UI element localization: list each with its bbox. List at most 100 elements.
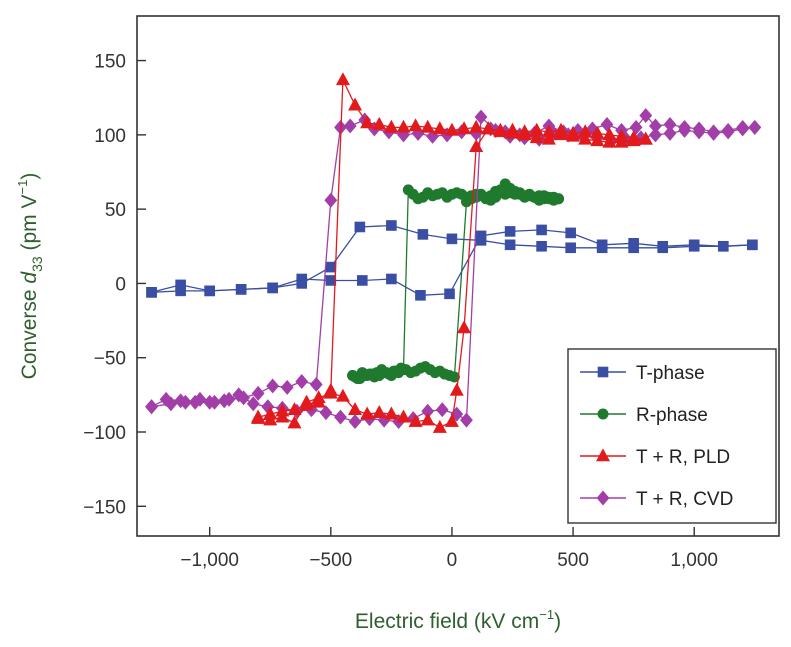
series-3-point — [420, 119, 435, 133]
series-3-point — [578, 124, 593, 138]
x-tick-label: 500 — [557, 550, 589, 571]
series-3-point — [626, 130, 641, 144]
series-4-point — [208, 394, 221, 410]
series-4-point — [309, 376, 323, 392]
series-3-point — [323, 382, 338, 396]
series-4-point — [663, 125, 677, 141]
series-2-point — [347, 370, 359, 382]
series-4-point — [474, 109, 488, 125]
series-3-point — [529, 130, 544, 144]
y-tick-label: 150 — [94, 52, 126, 73]
series-1-point — [354, 221, 366, 233]
series-4-point — [663, 116, 677, 132]
series-4-point — [295, 374, 309, 389]
series-3-point — [251, 409, 266, 423]
series-1-point — [417, 229, 429, 240]
series-3-point — [408, 118, 423, 132]
series-4-point — [179, 394, 192, 410]
series-4-point — [251, 385, 265, 401]
series-4-point — [435, 402, 449, 418]
series-1-point — [504, 226, 516, 237]
series-1-point — [688, 240, 700, 252]
series-1-point — [717, 240, 729, 252]
series-3-point — [517, 124, 532, 138]
series-3-point — [311, 394, 326, 408]
series-3-point — [372, 116, 387, 130]
series-3-point — [384, 406, 399, 420]
series-4-point — [678, 119, 691, 135]
legend-label: T-phase — [636, 363, 705, 384]
series-3-point — [348, 402, 363, 416]
series-2-line-2 — [352, 188, 559, 380]
series-1 — [146, 220, 758, 301]
series-3-point — [602, 127, 617, 141]
series-3-point — [541, 131, 556, 145]
series-4-point — [721, 122, 735, 138]
series-4-point — [649, 127, 662, 143]
x-tick-label: −500 — [309, 550, 352, 571]
series-1-point — [325, 261, 337, 273]
series-3-point — [396, 409, 411, 423]
series-1-point — [444, 288, 455, 300]
series-1-point — [596, 242, 608, 254]
series-3-point — [287, 415, 302, 429]
series-4-point — [164, 396, 178, 412]
legend-marker — [596, 490, 610, 506]
legend-marker — [595, 448, 611, 462]
series-3-point — [638, 131, 653, 145]
series-3-point — [481, 121, 496, 135]
series-1-point — [475, 235, 487, 246]
series-3-point — [602, 134, 617, 148]
series-1-point — [536, 224, 547, 236]
series-4-point — [736, 119, 750, 135]
y-tick-label: −150 — [83, 497, 126, 518]
series-3-point — [578, 131, 593, 145]
series-1-point — [536, 240, 547, 252]
x-axis-title: Electric field (kV cm−1) — [355, 607, 561, 633]
series-4-point — [639, 108, 653, 124]
series-1-point — [235, 284, 247, 295]
series-1-point — [204, 285, 215, 297]
series-2-point — [448, 371, 460, 383]
series-1-point — [565, 227, 576, 239]
x-tick-label: 0 — [447, 550, 458, 571]
series-3-point — [590, 125, 605, 139]
series-4-point — [280, 379, 294, 395]
series-1-point — [386, 273, 397, 285]
series-2-line-1 — [352, 182, 559, 380]
series-3-point — [553, 122, 568, 136]
series-4-point — [334, 409, 347, 425]
series-1-point — [146, 287, 157, 298]
series-3-point — [449, 382, 464, 396]
series-3-point — [408, 413, 423, 427]
series-layer — [145, 72, 762, 433]
y-tick-label: 0 — [115, 274, 126, 295]
series-4-point — [748, 119, 762, 135]
series-3-point — [348, 97, 363, 111]
series-3 — [251, 72, 653, 433]
x-tick-label: 1,000 — [670, 550, 718, 571]
y-tick-label: 50 — [105, 200, 126, 221]
y-tick-label: −100 — [83, 423, 126, 444]
series-3-point — [263, 406, 278, 420]
series-3-point — [614, 128, 629, 142]
series-4-point — [193, 391, 207, 407]
series-3-point — [469, 139, 484, 153]
series-1-point — [267, 282, 278, 294]
series-1-point — [628, 242, 639, 254]
series-4-point — [246, 396, 260, 412]
series-3-point — [299, 397, 314, 411]
series-1-point — [325, 275, 337, 286]
series-4-point — [629, 119, 643, 135]
series-1-point — [386, 220, 397, 231]
series-3-point — [505, 122, 520, 136]
series-3-point — [432, 419, 447, 433]
series-3-point — [360, 406, 375, 420]
series-3-point — [457, 121, 472, 135]
legend-marker — [597, 408, 609, 420]
series-3-point — [335, 72, 350, 86]
series-3-point — [541, 124, 556, 138]
legend-label: T + R, PLD — [636, 447, 730, 468]
series-3-point — [457, 320, 472, 334]
